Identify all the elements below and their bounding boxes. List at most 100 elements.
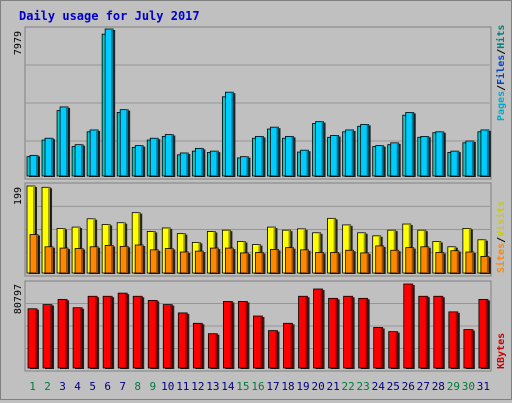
- kbytes-bar-day-25: [388, 331, 400, 369]
- kbytes-bar-day-18: [283, 322, 295, 369]
- sites-bar-day-13: [209, 247, 221, 274]
- sites-bar-day-18: [285, 247, 296, 274]
- kbytes-bar-day-13: [207, 333, 220, 369]
- pages-bar-day-3: [59, 106, 71, 177]
- kbytes-bar-day-27: [418, 295, 430, 369]
- pages-bar-day-18: [285, 135, 296, 177]
- pages-bar-day-14: [224, 91, 236, 177]
- x-tick-label-day-11: 11: [176, 380, 189, 393]
- sites-bar-day-17: [270, 248, 281, 274]
- kbytes-panel: 80797 KBytes: [13, 280, 507, 372]
- x-tick-label-day-19: 19: [296, 380, 309, 393]
- axis-label-pages-files-hits: Pages/Files/Hits: [495, 25, 507, 121]
- pages-bar-day-10: [164, 134, 176, 177]
- pages-bar-day-25: [390, 142, 401, 177]
- sites-bar-day-6: [104, 245, 116, 274]
- y-tick-label-pages: 7979: [13, 31, 24, 55]
- sites-bar-day-12: [194, 250, 206, 274]
- x-tick-label-day-16: 16: [251, 380, 264, 393]
- pages-bar-day-23: [360, 124, 371, 177]
- kbytes-bar-day-30: [463, 329, 475, 369]
- kbytes-bar-day-10: [162, 304, 175, 369]
- pages-bar-day-31: [480, 129, 491, 177]
- pages-files-hits-panel: 7979 Pages/Files/Hits: [13, 25, 507, 180]
- kbytes-bar-day-9: [147, 300, 160, 369]
- kbytes-bar-day-5: [87, 295, 100, 369]
- pages-bar-day-13: [209, 150, 221, 177]
- x-tick-label-day-3: 3: [59, 380, 66, 393]
- pages-bar-day-30: [465, 140, 476, 177]
- axis-label-sites-visits: Sites/Visits: [495, 201, 507, 273]
- x-tick-label-day-30: 30: [462, 380, 475, 393]
- sites-bar-day-19: [300, 249, 311, 274]
- pages-bar-day-4: [74, 144, 86, 177]
- x-tick-label-day-21: 21: [326, 380, 339, 393]
- pages-bar-day-5: [89, 129, 101, 177]
- sites-bar-day-28: [435, 252, 446, 274]
- x-tick-label-day-18: 18: [281, 380, 294, 393]
- sites-bar-day-5: [89, 246, 101, 274]
- sites-bar-day-23: [360, 252, 371, 274]
- kbytes-bar-day-12: [192, 322, 205, 369]
- sites-bar-day-30: [465, 251, 476, 274]
- x-tick-label-day-24: 24: [372, 380, 386, 393]
- kbytes-bar-day-6: [102, 295, 115, 369]
- kbytes-bar-day-28: [433, 295, 445, 369]
- sites-bar-day-22: [345, 249, 356, 274]
- kbytes-bar-day-29: [448, 311, 460, 369]
- sites-bar-day-11: [179, 251, 191, 274]
- x-tick-label-day-28: 28: [432, 380, 445, 393]
- sites-bar-day-16: [255, 252, 266, 274]
- sites-bar-day-3: [59, 247, 71, 274]
- kbytes-bar-day-21: [328, 297, 340, 369]
- kbytes-bar-day-14: [222, 301, 235, 369]
- x-tick-label-day-9: 9: [149, 380, 156, 393]
- kbytes-bar-day-19: [298, 295, 310, 369]
- pages-bar-day-12: [194, 147, 206, 177]
- kbytes-bar-day-1: [27, 308, 39, 369]
- x-tick-label-day-7: 7: [119, 380, 126, 393]
- chart-title: Daily usage for July 2017: [19, 9, 200, 23]
- pages-bar-day-9: [149, 137, 161, 177]
- x-axis-day-labels: 1 2 3 4 5 6 7 8 9 10 11 12 13 14 15 16 17 18 19 20 21 22 23 24 2…: [29, 380, 490, 393]
- kbytes-bar-day-4: [72, 307, 85, 369]
- pages-bar-day-6: [104, 28, 116, 177]
- x-tick-label-day-27: 27: [417, 380, 430, 393]
- sites-bar-day-10: [164, 248, 176, 274]
- pages-bar-day-1: [29, 154, 40, 177]
- kbytes-bar-day-11: [177, 312, 190, 369]
- x-tick-label-day-12: 12: [191, 380, 204, 393]
- kbytes-bar-day-3: [57, 298, 70, 369]
- sites-bar-day-27: [420, 246, 431, 274]
- sites-bar-day-1: [29, 234, 40, 274]
- sites-bar-day-25: [390, 249, 401, 274]
- x-tick-label-day-20: 20: [311, 380, 324, 393]
- pages-bar-day-27: [420, 135, 431, 177]
- kbytes-bar-day-15: [238, 301, 250, 369]
- kbytes-bar-day-20: [313, 288, 325, 369]
- kbytes-bar-day-22: [343, 295, 355, 369]
- x-tick-label-day-26: 26: [402, 380, 415, 393]
- sites-bar-day-2: [44, 246, 56, 274]
- pages-bar-day-15: [240, 156, 251, 177]
- sites-bar-day-24: [375, 245, 386, 274]
- x-tick-label-day-2: 2: [44, 380, 51, 393]
- sites-bar-day-29: [450, 250, 461, 274]
- x-tick-label-day-6: 6: [104, 380, 111, 393]
- pages-bar-day-19: [300, 149, 311, 177]
- pages-bar-day-8: [134, 145, 146, 177]
- sites-bar-day-7: [119, 245, 131, 274]
- pages-bar-day-16: [255, 135, 266, 177]
- x-tick-label-day-1: 1: [29, 380, 36, 393]
- sites-bar-day-21: [330, 252, 341, 274]
- x-tick-label-day-5: 5: [89, 380, 96, 393]
- axis-label-kbytes: KBytes: [496, 333, 507, 369]
- x-tick-label-day-8: 8: [134, 380, 141, 393]
- kbytes-bar-day-26: [403, 283, 415, 369]
- sites-bar-day-14: [224, 247, 236, 274]
- x-tick-label-day-31: 31: [477, 380, 490, 393]
- kbytes-bar-day-23: [358, 297, 370, 369]
- y-tick-label-kbytes: 80797: [13, 284, 24, 314]
- sites-bar-day-15: [240, 252, 251, 274]
